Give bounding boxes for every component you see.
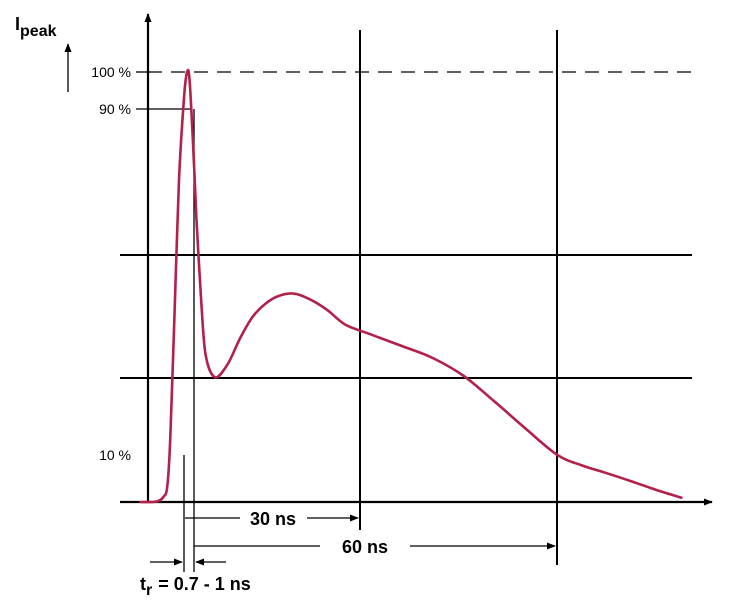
y-tick-label-10: 10 % <box>99 447 131 463</box>
rise-time-label-subscript: r <box>146 582 152 599</box>
label-30ns: 30 ns <box>250 509 296 529</box>
rise-time-label-value: = 0.7 - 1 ns <box>158 574 251 594</box>
rise-time-label: tr = 0.7 - 1 ns <box>140 574 251 599</box>
series-line <box>139 68 683 504</box>
label-60ns: 60 ns <box>342 537 388 557</box>
y-tick-label-90: 90 % <box>99 101 131 117</box>
y-axis-label-subscript: peak <box>20 23 57 40</box>
y-axis-label: Ipeak <box>15 14 57 40</box>
y-axis-label-main: I <box>15 14 20 34</box>
y-tick-label-100: 100 % <box>91 64 131 80</box>
rise-time-label-main: t <box>140 574 146 594</box>
